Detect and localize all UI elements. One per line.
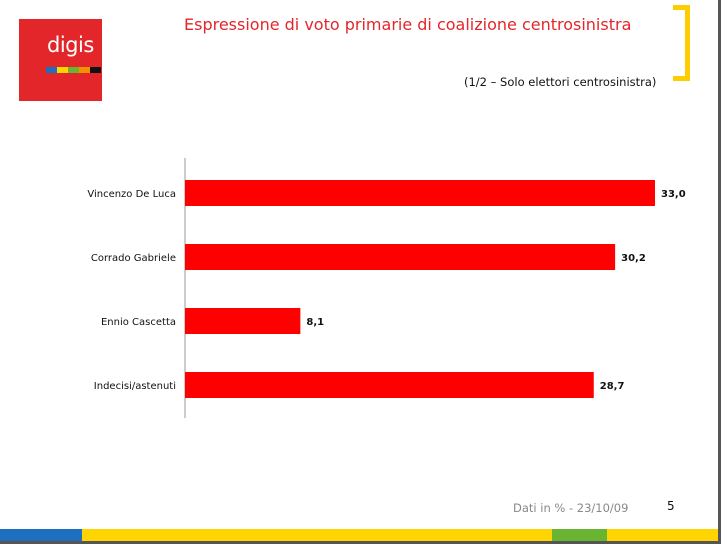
bar <box>185 308 301 334</box>
bar <box>185 180 655 206</box>
value-label: 28,7 <box>600 381 625 392</box>
logo-stripe-segment <box>57 67 68 73</box>
category-label: Indecisi/astenuti <box>94 381 176 392</box>
bottom-band-segment <box>552 529 607 541</box>
bottom-band-segment <box>0 529 82 541</box>
category-label: Vincenzo De Luca <box>87 189 176 200</box>
logo-stripe <box>46 67 101 73</box>
bar <box>185 372 594 398</box>
digis-logo: digis <box>19 19 102 101</box>
bottom-band-segment <box>607 529 718 541</box>
page-subtitle: (1/2 – Solo elettori centrosinistra) <box>464 75 657 89</box>
bottom-color-band <box>0 529 718 541</box>
bar <box>185 244 616 270</box>
footer-note: Dati in % - 23/10/09 <box>513 501 629 515</box>
logo-stripe-segment <box>90 67 101 73</box>
page-title: Espressione di voto primarie di coalizio… <box>184 15 632 34</box>
logo-text: digis <box>47 33 94 57</box>
page-number: 5 <box>667 499 675 513</box>
bottom-band-segment <box>82 529 552 541</box>
bracket-decoration <box>673 5 690 81</box>
category-label: Ennio Cascetta <box>101 317 176 328</box>
logo-stripe-segment <box>46 67 57 73</box>
category-label: Corrado Gabriele <box>91 253 176 264</box>
value-label: 33,0 <box>661 189 686 200</box>
logo-stripe-segment <box>79 67 90 73</box>
value-label: 8,1 <box>306 317 324 328</box>
logo-stripe-segment <box>68 67 79 73</box>
value-label: 30,2 <box>621 253 646 264</box>
